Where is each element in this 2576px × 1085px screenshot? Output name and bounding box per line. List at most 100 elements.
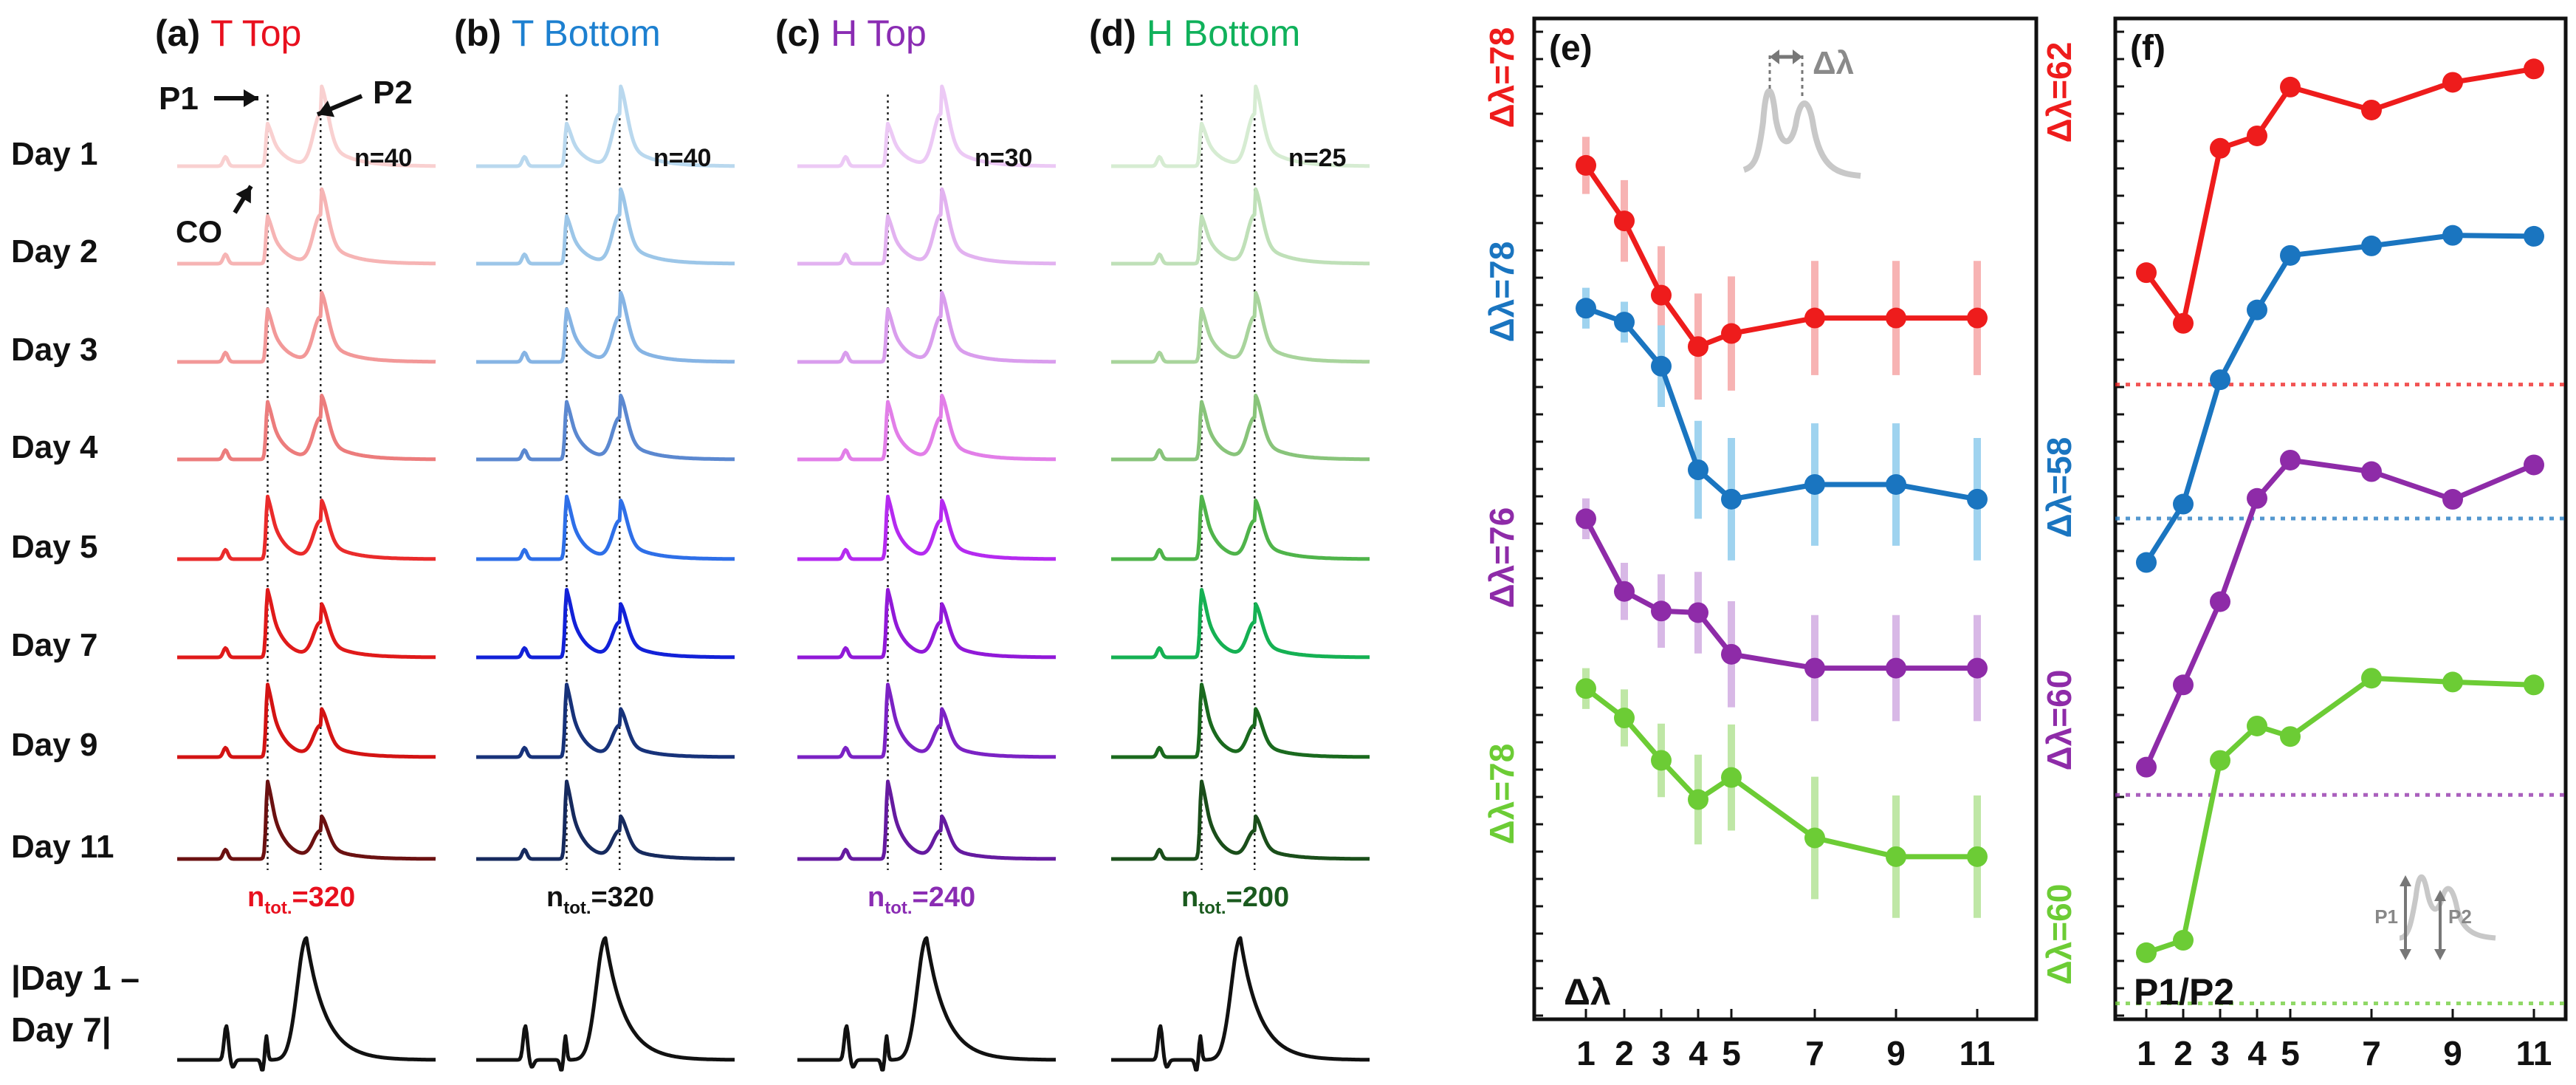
x-tick-label: 3 xyxy=(1652,1034,1671,1072)
panel-f-letter: (f) xyxy=(2130,29,2165,68)
data-point xyxy=(1886,846,1906,867)
x-tick-label: 4 xyxy=(1689,1034,1708,1072)
data-point xyxy=(2280,244,2301,266)
panel-e-inset: Δλ xyxy=(1742,45,1861,179)
spectrum-day-line xyxy=(797,779,1057,861)
series-line xyxy=(1584,163,1977,349)
x-tick-label: 11 xyxy=(1960,1034,1996,1072)
sample-count-label: n=30 xyxy=(975,144,1032,172)
data-point xyxy=(2524,58,2544,80)
right-delta-label: Δλ=62 xyxy=(2040,42,2078,143)
data-point xyxy=(2442,72,2463,93)
spectrum-day-line xyxy=(797,394,1057,462)
data-point xyxy=(2442,671,2463,693)
x-tick-label: 9 xyxy=(2443,1034,2462,1072)
spectrum-day-line xyxy=(176,84,436,168)
data-point xyxy=(2210,591,2230,612)
data-point xyxy=(1886,307,1906,329)
series-line xyxy=(2144,66,2535,326)
data-point xyxy=(1967,657,1988,679)
data-point xyxy=(1886,657,1906,679)
series-f-2 xyxy=(2115,225,2566,573)
spectrum-day-line xyxy=(797,290,1057,364)
data-point xyxy=(2524,225,2544,247)
inset-spectrum xyxy=(1742,88,1861,179)
spectrum-day-line xyxy=(176,394,436,462)
series-f-1 xyxy=(2115,58,2566,387)
spectrum-day-line xyxy=(176,290,436,364)
series-e-1 xyxy=(1576,137,1988,400)
panel-header: (b) T Bottom xyxy=(454,13,661,54)
annotation-co: CO xyxy=(176,214,222,249)
data-point xyxy=(2136,942,2157,963)
series-e-3 xyxy=(1576,498,1988,722)
series-line xyxy=(2144,233,2535,564)
p2-arrow-head xyxy=(317,100,335,117)
x-tick-label: 7 xyxy=(2362,1034,2381,1072)
x-tick-label: 11 xyxy=(2516,1034,2552,1072)
data-point xyxy=(2524,454,2544,476)
data-point xyxy=(2173,674,2194,696)
data-point xyxy=(2247,125,2267,146)
data-point xyxy=(2361,668,2382,689)
annotation-p2: P2 xyxy=(373,75,413,111)
data-point xyxy=(2442,489,2463,510)
inset-p1-label: P1 xyxy=(2374,906,2398,928)
data-point xyxy=(1614,211,1635,232)
data-point xyxy=(1651,750,1672,771)
data-point xyxy=(1614,581,1635,602)
inset-p1-arrow-bottom xyxy=(2400,949,2411,960)
data-point xyxy=(2247,299,2267,321)
data-point xyxy=(2173,493,2194,515)
data-point xyxy=(1967,846,1988,867)
spectrum-day-line xyxy=(176,187,436,266)
data-point xyxy=(1688,602,1708,623)
total-count-label: ntot.=320 xyxy=(546,882,654,918)
panel-header: (c) H Top xyxy=(775,13,927,54)
x-tick-label: 3 xyxy=(2211,1034,2230,1072)
panel-e-frame xyxy=(1532,16,2039,1021)
spectrum-day-line xyxy=(176,494,436,561)
series-f-4 xyxy=(2115,668,2566,1006)
difference-curve xyxy=(797,936,1057,1072)
spectrum-day-line xyxy=(176,588,436,660)
panel-letter: (a) xyxy=(155,13,200,54)
data-point xyxy=(1576,508,1596,530)
spectrum-day-line xyxy=(797,588,1057,660)
spectrum-day-line xyxy=(475,84,735,168)
spectrum-day-line xyxy=(797,494,1057,561)
spectrum-day-line xyxy=(797,187,1057,266)
day-label: Day 7 xyxy=(11,627,97,663)
spectrum-day-line xyxy=(475,187,735,266)
series-line xyxy=(2145,675,2535,956)
left-delta-label: Δλ=78 xyxy=(1483,744,1521,845)
day-label: Day 9 xyxy=(11,727,97,763)
inset-p2-arrow-top xyxy=(2434,890,2446,901)
data-point xyxy=(1804,473,1825,495)
data-point xyxy=(2173,312,2194,334)
panel-title: H Top xyxy=(831,13,927,54)
data-point xyxy=(1804,307,1825,329)
data-point xyxy=(1576,298,1596,319)
p1-arrow-head xyxy=(244,89,258,107)
inset-delta-lambda-label: Δλ xyxy=(1813,45,1854,81)
spectra-panel-4: (d) H Bottom n=25 ntot.=200 xyxy=(1089,13,1370,1072)
data-point xyxy=(2247,487,2267,509)
inset-spectrum xyxy=(2399,874,2496,941)
difference-curve xyxy=(475,936,735,1072)
day-label: Day 2 xyxy=(11,233,97,270)
spectrum-day-line xyxy=(1110,779,1370,861)
x-tick-label: 9 xyxy=(1886,1034,1906,1072)
total-count-label: ntot.=240 xyxy=(868,882,975,918)
data-point xyxy=(2210,137,2230,159)
data-point xyxy=(1688,336,1708,357)
data-point xyxy=(1967,488,1988,510)
data-point xyxy=(1614,708,1635,729)
x-tick-label: 1 xyxy=(1576,1034,1596,1072)
left-delta-label: Δλ=78 xyxy=(1483,242,1521,343)
spectrum-day-line xyxy=(475,682,735,759)
spectrum-day-line xyxy=(475,588,735,660)
sample-count-label: n=40 xyxy=(653,144,711,172)
series-f-3 xyxy=(2115,449,2566,797)
day-label: Day 4 xyxy=(11,429,98,465)
